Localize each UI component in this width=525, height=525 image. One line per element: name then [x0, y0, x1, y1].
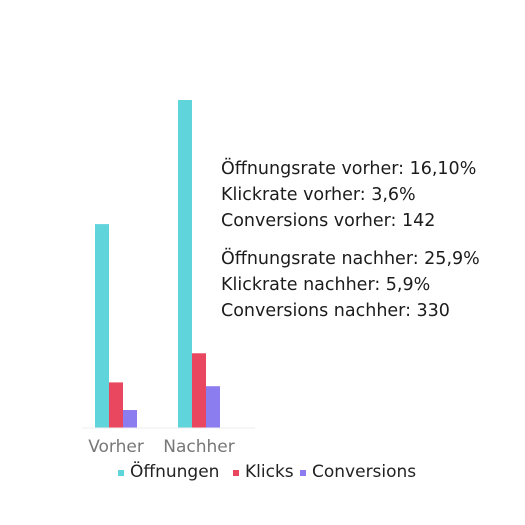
bar-nachher-ffnungen [178, 100, 192, 428]
legend: Öffnungen Klicks Conversions [118, 460, 416, 482]
legend-swatch-conversions [300, 470, 306, 476]
annotation-group-vorher: Öffnungsrate vorher: 16,10% Klickrate vo… [221, 156, 521, 234]
bar-nachher-klicks [192, 353, 206, 428]
legend-label-ffnungen: Öffnungen [130, 460, 219, 482]
legend-swatch-ffnungen [118, 470, 124, 476]
bar-vorher-klicks [109, 382, 123, 428]
annotation-line: Öffnungsrate nachher: 25,9% [221, 249, 480, 269]
legend-label-conversions: Conversions [312, 462, 416, 482]
legend-swatch-klicks [233, 470, 239, 476]
category-labels: Vorher Nachher [88, 437, 235, 457]
bar-vorher-conversions [123, 410, 137, 428]
annotation-line: Klickrate vorher: 3,6% [221, 185, 416, 205]
bar-nachher-conversions [206, 386, 220, 428]
category-label-vorher: Vorher [88, 437, 144, 457]
annotation-line: Klickrate nachher: 5,9% [221, 275, 431, 295]
annotations: Öffnungsrate vorher: 16,10% Klickrate vo… [221, 156, 521, 336]
annotation-line: Öffnungsrate vorher: 16,10% [221, 159, 477, 179]
bar-vorher-ffnungen [95, 224, 109, 428]
annotation-line: Conversions nachher: 330 [221, 301, 450, 321]
category-label-nachher: Nachher [163, 437, 234, 457]
legend-label-klicks: Klicks [245, 462, 294, 482]
annotation-group-nachher: Öffnungsrate nachher: 25,9% Klickrate na… [221, 246, 521, 324]
bars-group [95, 100, 220, 428]
annotation-line: Conversions vorher: 142 [221, 211, 436, 231]
